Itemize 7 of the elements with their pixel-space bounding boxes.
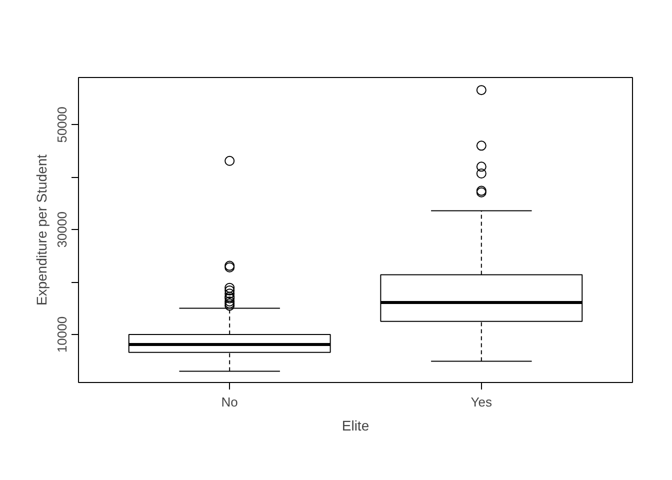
y-tick-label: 10000 (54, 316, 70, 353)
x-tick-label: Yes (470, 394, 493, 410)
y-tick-label: 30000 (54, 212, 70, 248)
x-axis-title: Elite (342, 418, 370, 434)
y-tick-label: 50000 (54, 106, 70, 143)
y-axis-title: Expenditure per Student (34, 154, 50, 306)
x-tick-label: No (221, 394, 238, 410)
